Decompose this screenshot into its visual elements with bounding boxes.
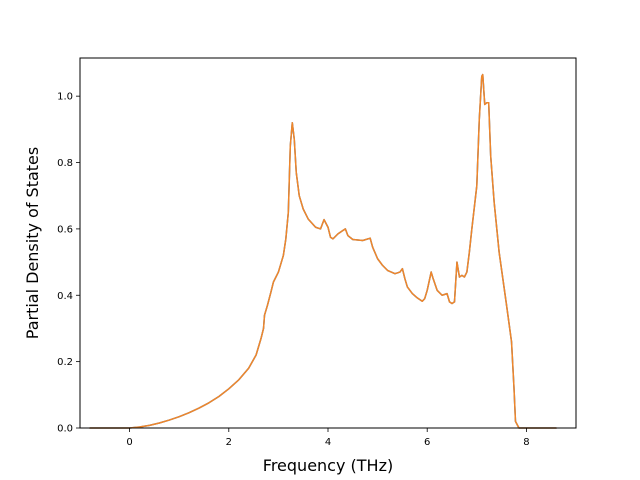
- x-tick-label: 6: [424, 437, 430, 448]
- plot-area: [79, 57, 577, 429]
- x-axis-ticks: 0 2 4 6 8: [126, 428, 530, 448]
- y-tick-label: 0.8: [57, 158, 73, 169]
- x-tick-label: 0: [126, 437, 132, 448]
- axes-background: [80, 58, 576, 428]
- x-tick-label: 2: [226, 437, 232, 448]
- y-tick-label: 1.0: [57, 92, 73, 103]
- y-axis-ticks: 0.0 0.2 0.4 0.6 0.8 1.0: [57, 92, 80, 435]
- series-line-2: [89, 73, 557, 429]
- x-tick-label: 8: [523, 437, 529, 448]
- y-tick-label: 0.4: [57, 291, 73, 302]
- y-tick-label: 0.2: [57, 357, 73, 368]
- y-tick-label: 0.0: [57, 424, 73, 435]
- series-layer: [89, 73, 557, 429]
- y-axis-label: Partial Density of States: [23, 147, 42, 339]
- x-axis-label: Frequency (THz): [263, 456, 393, 475]
- x-tick-label: 4: [325, 437, 331, 448]
- y-tick-label: 0.6: [57, 224, 73, 235]
